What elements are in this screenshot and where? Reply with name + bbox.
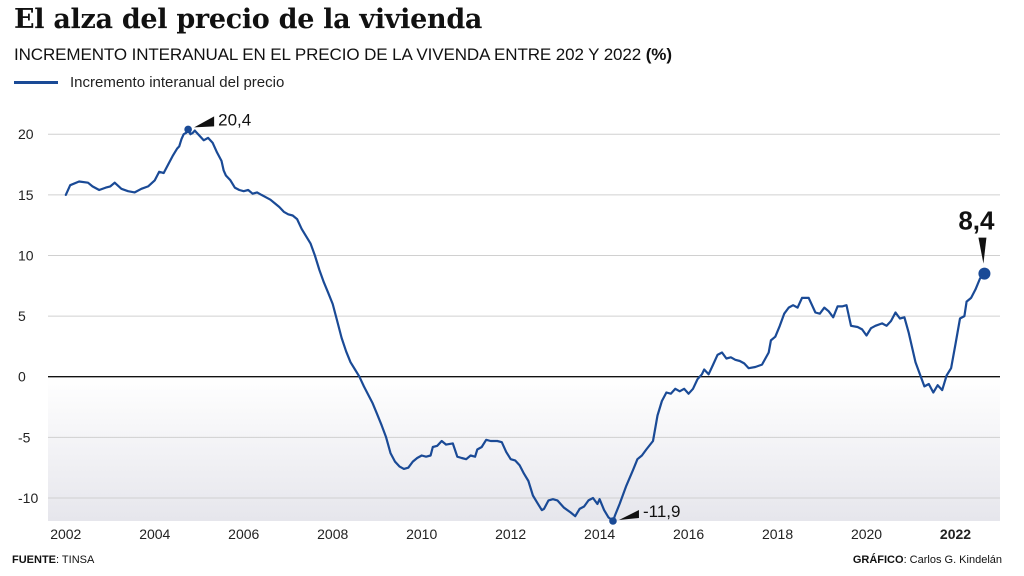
- annotation-label: -11,9: [643, 502, 681, 521]
- x-tick-label: 2016: [673, 526, 704, 542]
- y-tick-label: 10: [18, 247, 34, 263]
- annotation-label: 20,4: [218, 110, 251, 129]
- chart-title: El alza del precio de la vivienda: [14, 4, 483, 35]
- annotation-marker: [609, 517, 617, 525]
- x-tick-label: 2008: [317, 526, 348, 542]
- x-tick-label: 2012: [495, 526, 526, 542]
- grid-lines: [48, 133, 1000, 499]
- annotation-pointer: [978, 237, 987, 264]
- source-label: FUENTE: [12, 554, 56, 566]
- y-tick-label: 15: [18, 187, 34, 203]
- annotation-label: 8,4: [958, 206, 995, 236]
- y-tick-label: -10: [18, 490, 38, 506]
- x-tick-label: 2014: [584, 526, 615, 542]
- source-value: : TINSA: [56, 554, 95, 566]
- subtitle-text: INCREMENTO INTERANUAL EN EL PRECIO DE LA…: [14, 45, 642, 64]
- y-tick-label: 5: [18, 308, 26, 324]
- annotation-pointer: [618, 510, 639, 520]
- annotations-layer: 20,4 -11,9 8,4: [184, 110, 995, 525]
- graphic-credit: GRÁFICO: Carlos G. Kindelán: [853, 554, 1002, 566]
- x-tick-label: 2018: [762, 526, 793, 542]
- annotation-marker: [978, 267, 991, 280]
- credit-label: GRÁFICO: [852, 554, 904, 566]
- legend-label: Incremento interanual del precio: [70, 73, 285, 91]
- y-tick-label: 20: [18, 126, 34, 142]
- credit-value: : Carlos G. Kindelán: [903, 554, 1002, 566]
- series-line: [64, 128, 986, 523]
- y-tick-label: 0: [18, 369, 26, 385]
- legend: Incremento interanual del precio: [14, 72, 284, 92]
- x-tick-label: 2010: [406, 526, 437, 542]
- source-credit: FUENTE: TINSA: [12, 554, 94, 566]
- subtitle-unit: (%): [645, 45, 672, 64]
- x-tick-label: 2006: [228, 526, 259, 542]
- x-tick-label: 2002: [50, 526, 81, 542]
- y-axis-tick-labels: 20 15 10 5 0 -5 -10: [18, 126, 38, 506]
- chart-subtitle: INCREMENTO INTERANUAL EN EL PRECIO DE LA…: [14, 45, 672, 65]
- x-axis-tick-labels: 2002 2004 2006 2008 2010 2012 2014 2016 2018 2020…: [50, 526, 971, 542]
- y-tick-label: -5: [18, 429, 31, 445]
- legend-line-swatch: [14, 80, 58, 84]
- annotation-marker: [184, 125, 192, 134]
- x-tick-label: 2004: [139, 526, 170, 542]
- series-layer: [64, 128, 986, 523]
- negative-area-shading: [48, 376, 1000, 521]
- x-tick-label: 2022: [940, 526, 971, 542]
- x-tick-label: 2020: [851, 526, 882, 542]
- annotation-pointer: [194, 116, 215, 128]
